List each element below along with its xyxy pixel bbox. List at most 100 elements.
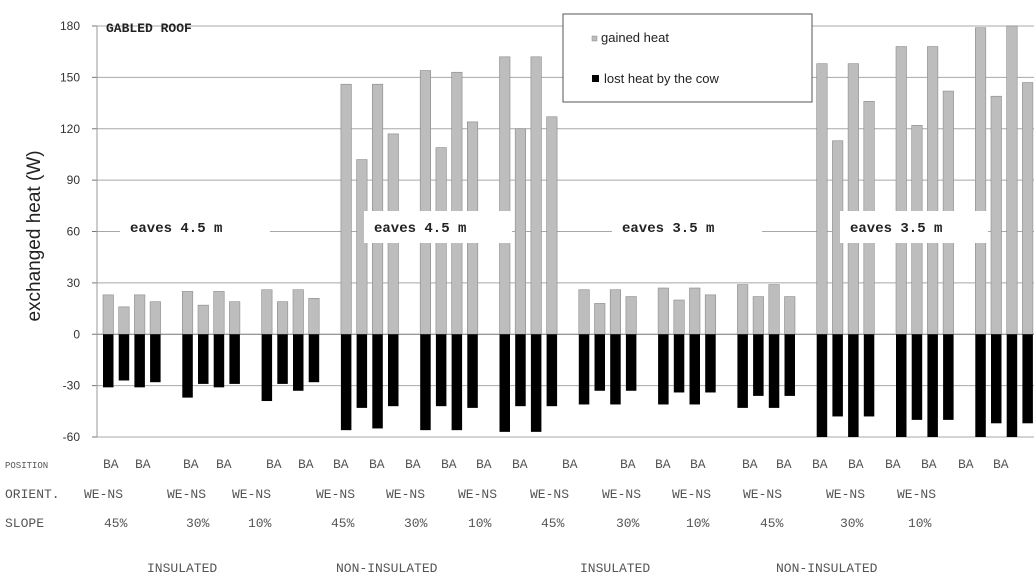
annotation-eaves: eaves 3.5 m: [850, 221, 942, 237]
slope-label: 10%: [468, 516, 492, 531]
y-tick-label: 120: [60, 122, 80, 136]
position-label: BA: [562, 457, 578, 472]
bar-lost-heat: [261, 334, 273, 402]
slope-label: 45%: [541, 516, 565, 531]
position-label: BA: [216, 457, 232, 472]
slope-label: 10%: [908, 516, 932, 531]
bar-lost-heat: [991, 334, 1002, 424]
position-label: BA: [512, 457, 528, 472]
slope-label: 30%: [840, 516, 864, 531]
bar-lost-heat: [1006, 334, 1018, 437]
bar-lost-heat: [768, 334, 780, 408]
bar-gained-heat: [182, 291, 194, 335]
bar-gained-heat: [784, 296, 796, 335]
orient-label: WE-NS: [672, 487, 711, 502]
annotation-eaves: eaves 4.5 m: [374, 221, 466, 237]
bar-lost-heat: [689, 334, 700, 405]
bar-lost-heat: [784, 334, 795, 396]
bar-lost-heat: [546, 334, 558, 407]
bar-lost-heat: [515, 334, 526, 407]
y-tick-label: 90: [67, 173, 81, 187]
bar-lost-heat: [308, 334, 320, 383]
bar-lost-heat: [705, 334, 716, 393]
chart-title: GABLED ROOF: [106, 21, 192, 36]
bar-lost-heat: [737, 334, 748, 408]
bar-gained-heat: [419, 70, 432, 335]
bar-gained-heat: [118, 306, 130, 335]
slope-label: 45%: [760, 516, 784, 531]
gridlines: [92, 25, 1034, 438]
bar-lost-heat: [372, 334, 383, 429]
bar-gained-heat: [149, 301, 161, 335]
position-label: BA: [476, 457, 492, 472]
bar-lost-heat: [625, 334, 637, 391]
bar-lost-heat: [499, 334, 510, 432]
y-tick-label: 30: [67, 276, 81, 290]
insulation-label: NON-INSULATED: [336, 561, 438, 576]
position-label: BA: [441, 457, 457, 472]
bar-gained-heat: [768, 284, 780, 335]
bar-lost-heat: [182, 334, 193, 398]
position-label: BA: [812, 457, 828, 472]
slope-row-label: SLOPE: [5, 516, 44, 531]
bar-gained-heat: [340, 83, 352, 335]
bar-gained-heat: [514, 128, 527, 335]
y-tick-label: -60: [63, 430, 81, 444]
position-label: BA: [848, 457, 864, 472]
annotation-box: [612, 211, 762, 243]
orient-label: WE-NS: [232, 487, 271, 502]
orient-label: WE-NS: [826, 487, 865, 502]
insulation-label: INSULATED: [147, 561, 217, 576]
bar-gained-heat: [499, 56, 511, 335]
bar-gained-heat: [657, 287, 669, 335]
y-tick-label: 150: [60, 70, 80, 84]
y-tick-labels: 180 150 120 90 60 30 0 -30 -60: [60, 19, 80, 444]
position-label: BA: [958, 457, 974, 472]
legend: gained heat lost heat by the cow: [562, 13, 813, 103]
bar-lost-heat: [863, 334, 875, 417]
bar-lost-heat: [816, 334, 828, 437]
slope-label: 30%: [404, 516, 428, 531]
bar-gained-heat: [990, 95, 1002, 335]
orient-label: WE-NS: [897, 487, 936, 502]
bar-lost-heat: [150, 334, 161, 383]
bar-gained-heat: [895, 46, 907, 335]
bar-lost-heat: [594, 334, 605, 391]
bar-gained-heat: [847, 63, 859, 335]
bar-gained-heat: [197, 304, 209, 335]
legend-box: [562, 13, 813, 103]
bar-gained-heat: [292, 289, 304, 335]
position-label: BA: [885, 457, 901, 472]
bar-lost-heat: [673, 334, 685, 393]
bar-gained-heat: [134, 294, 146, 335]
y-tick-label: 0: [73, 327, 80, 341]
annotation-eaves: eaves 4.5 m: [130, 221, 222, 237]
slope-label: 30%: [616, 516, 640, 531]
bar-lost-heat: [1022, 334, 1033, 424]
bar-lost-heat: [832, 334, 843, 417]
bar-lost-heat: [198, 334, 209, 384]
y-tick-label: -30: [63, 379, 81, 393]
position-label: BA: [135, 457, 151, 472]
bar-gained-heat: [816, 63, 828, 335]
orient-label: WE-NS: [530, 487, 569, 502]
bar-gained-heat: [229, 301, 241, 335]
bar-lost-heat: [229, 334, 240, 384]
slope-label: 45%: [104, 516, 128, 531]
position-label: BA: [103, 457, 119, 472]
annotation-box: [364, 211, 512, 243]
bar-gained-heat: [704, 294, 717, 335]
bar-gained-heat: [673, 299, 685, 335]
orient-label: WE-NS: [743, 487, 782, 502]
category-rows: POSITION BA BA BA BA BA BA BA BA BA BA BA BA BA BA BA BA…: [5, 457, 1009, 576]
bar-gained-heat: [308, 297, 320, 335]
annotation-box: [120, 211, 270, 243]
bar-gained-heat: [689, 287, 701, 335]
bar-lost-heat: [753, 334, 764, 396]
slope-label: 45%: [331, 516, 355, 531]
position-row-label: POSITION: [5, 461, 48, 471]
y-tick-label: 180: [60, 19, 80, 33]
bar-gained-heat: [530, 56, 542, 335]
legend-label-lost: lost heat by the cow: [604, 71, 720, 86]
